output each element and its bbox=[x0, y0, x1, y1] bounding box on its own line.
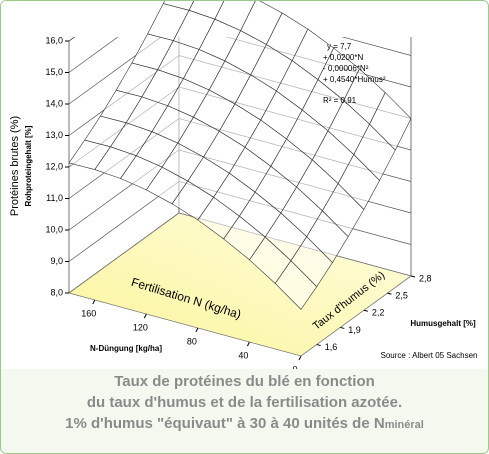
z-tick-label: 9,0 bbox=[50, 256, 63, 266]
equation: y = 7,7 bbox=[327, 42, 352, 51]
surface bbox=[68, 1, 412, 310]
z-axis-label-de: Rohproteingehalt [%] bbox=[24, 125, 33, 206]
z-tick-label: 15,0 bbox=[45, 67, 63, 77]
z-tick-label: 14,0 bbox=[45, 98, 63, 108]
caption: Taux de protéines du blé en fonction du … bbox=[1, 371, 488, 436]
y-tick-label: 1,9 bbox=[348, 325, 361, 335]
x-tick-label: 40 bbox=[238, 350, 248, 360]
x-tick-label: 160 bbox=[81, 308, 96, 318]
x-tick-label: 120 bbox=[133, 322, 148, 332]
caption-line: du taux d'humus et de la fertilisation a… bbox=[86, 394, 403, 411]
x-tick bbox=[143, 313, 147, 319]
equation: - 0,00006*N² bbox=[323, 64, 369, 73]
surface-cell bbox=[274, 260, 318, 310]
chart: 8,0 9,0 10,0 11,0 12,0 13,0 14,0 15,0 16,0 0 40 80 1… bbox=[1, 1, 488, 369]
z-tick-label: 10,0 bbox=[45, 224, 63, 234]
equation: + 0,4540*Humus² bbox=[323, 75, 386, 84]
equation: + 0,0200*N bbox=[323, 53, 363, 62]
y-tick-label: 2,2 bbox=[372, 308, 385, 318]
x-tick bbox=[298, 355, 302, 361]
y-axis-label-de: Humusgehalt [%] bbox=[410, 319, 476, 328]
z-tick-label: 8,0 bbox=[50, 287, 63, 297]
x-tick-label: 80 bbox=[187, 336, 197, 346]
z-tick-label: 13,0 bbox=[45, 130, 63, 140]
y-tick bbox=[387, 292, 392, 295]
r-squared: R² = 0,91 bbox=[323, 96, 357, 105]
x-tick bbox=[195, 327, 199, 333]
z-tick-label: 16,0 bbox=[45, 35, 63, 45]
caption-line: 1% d'humus "équivaut" à 30 à 40 unités d… bbox=[1, 413, 488, 436]
y-tick-label: 2,5 bbox=[395, 291, 408, 301]
x-tick bbox=[92, 299, 96, 305]
x-tick-label: 0 bbox=[292, 364, 297, 369]
grid-line bbox=[68, 37, 412, 73]
y-tick-label: 2,8 bbox=[419, 273, 432, 283]
z-tick-label: 12,0 bbox=[45, 161, 63, 171]
x-tick bbox=[246, 341, 250, 347]
z-tick-label: 11,0 bbox=[46, 193, 63, 203]
labels: 8,0 9,0 10,0 11,0 12,0 13,0 14,0 15,0 16,0 0 40 80 1… bbox=[45, 35, 431, 369]
z-axis-label: Protéines brutes (%) bbox=[9, 116, 21, 216]
y-tick bbox=[363, 309, 368, 312]
y-tick bbox=[316, 344, 321, 347]
source: Source : Albert 05 Sachsen bbox=[381, 351, 478, 360]
caption-line: Taux de protéines du blé en fonction bbox=[114, 373, 375, 390]
x-axis-label-de: N-Düngung [kg/ha] bbox=[90, 344, 162, 353]
caption-text: 1% d'humus "équivaut" à 30 à 40 unités d… bbox=[65, 415, 385, 432]
y-tick bbox=[340, 326, 345, 329]
y-tick bbox=[410, 275, 416, 278]
y-tick-label: 1,6 bbox=[325, 342, 338, 352]
caption-sub: minéral bbox=[384, 419, 424, 431]
